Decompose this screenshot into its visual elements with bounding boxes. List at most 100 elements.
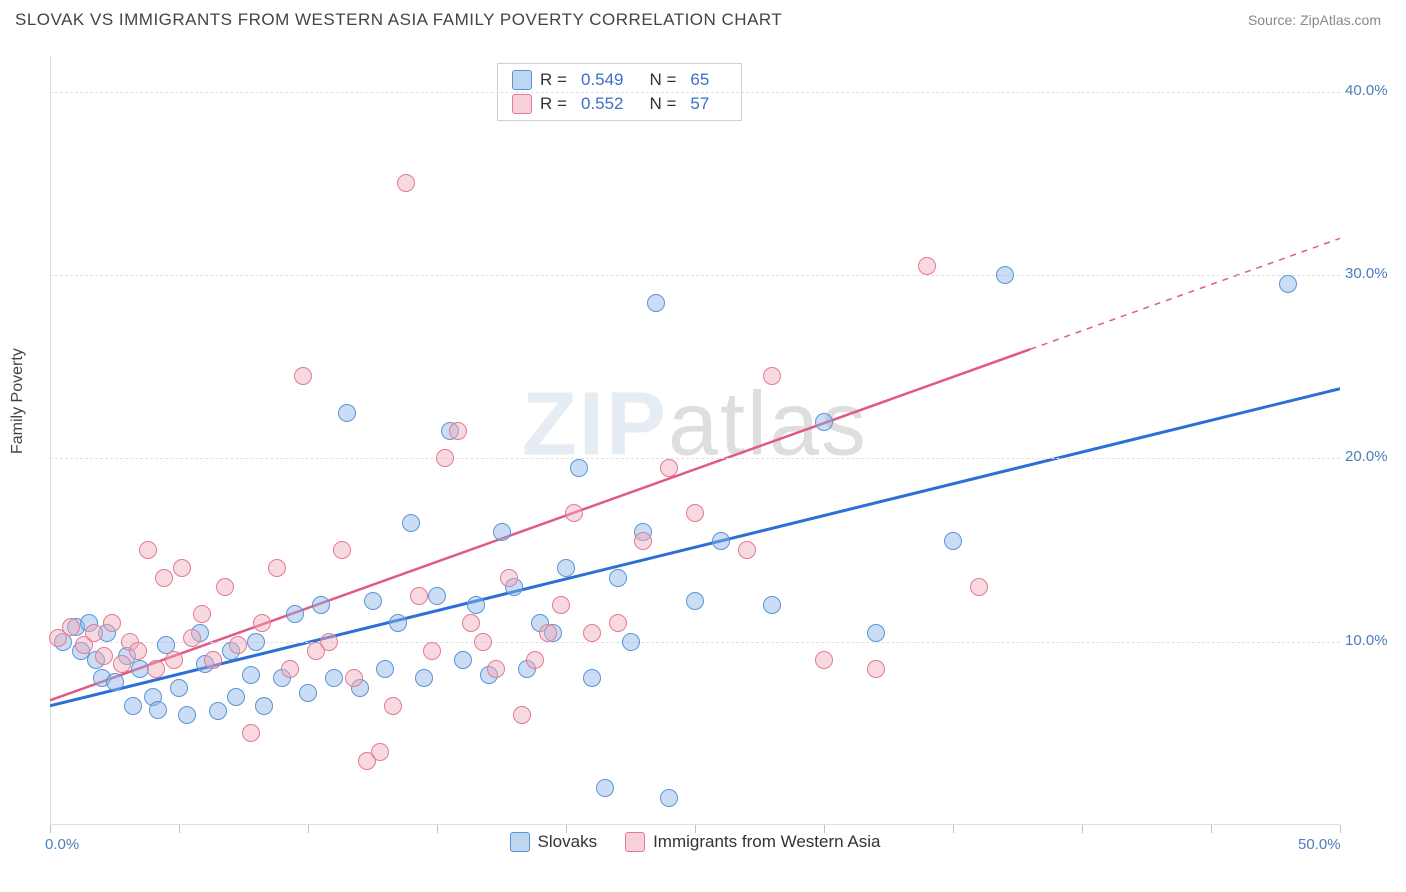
scatter-point	[500, 569, 518, 587]
scatter-point	[712, 532, 730, 550]
scatter-point	[1279, 275, 1297, 293]
scatter-point	[170, 679, 188, 697]
scatter-point	[570, 459, 588, 477]
legend-swatch	[510, 832, 530, 852]
x-tick	[1340, 825, 1341, 833]
legend-swatch	[512, 94, 532, 114]
scatter-point	[493, 523, 511, 541]
y-tick-label: 20.0%	[1345, 448, 1400, 465]
scatter-point	[227, 688, 245, 706]
scatter-point	[474, 633, 492, 651]
scatter-point	[410, 587, 428, 605]
legend-swatch	[625, 832, 645, 852]
scatter-point	[565, 504, 583, 522]
x-tick	[1082, 825, 1083, 833]
scatter-point	[129, 642, 147, 660]
scatter-point	[178, 706, 196, 724]
scatter-point	[113, 655, 131, 673]
scatter-point	[397, 174, 415, 192]
chart-title: SLOVAK VS IMMIGRANTS FROM WESTERN ASIA F…	[15, 10, 782, 30]
scatter-point	[183, 629, 201, 647]
scatter-point	[596, 779, 614, 797]
scatter-point	[253, 614, 271, 632]
scatter-point	[325, 669, 343, 687]
scatter-point	[583, 624, 601, 642]
scatter-point	[686, 592, 704, 610]
y-axis-label: Family Poverty	[9, 348, 27, 454]
scatter-point	[467, 596, 485, 614]
scatter-point	[247, 633, 265, 651]
scatter-point	[996, 266, 1014, 284]
scatter-point	[557, 559, 575, 577]
x-tick	[695, 825, 696, 833]
scatter-point	[173, 559, 191, 577]
scatter-point	[242, 724, 260, 742]
scatter-point	[686, 504, 704, 522]
scatter-point	[389, 614, 407, 632]
scatter-point	[918, 257, 936, 275]
scatter-point	[513, 706, 531, 724]
plot-area: ZIPatlas R = 0.549 N = 65 R = 0.552 N = …	[50, 55, 1340, 825]
scatter-point	[294, 367, 312, 385]
scatter-point	[423, 642, 441, 660]
scatter-point	[345, 669, 363, 687]
gridline-h	[50, 275, 1340, 276]
scatter-point	[415, 669, 433, 687]
scatter-point	[124, 697, 142, 715]
legend-stat-row: R = 0.549 N = 65	[512, 68, 727, 92]
scatter-point	[660, 459, 678, 477]
scatter-point	[338, 404, 356, 422]
scatter-point	[487, 660, 505, 678]
legend-series: SlovaksImmigrants from Western Asia	[50, 832, 1340, 857]
scatter-point	[462, 614, 480, 632]
scatter-point	[209, 702, 227, 720]
scatter-point	[371, 743, 389, 761]
scatter-point	[364, 592, 382, 610]
scatter-point	[402, 514, 420, 532]
scatter-point	[867, 624, 885, 642]
scatter-point	[867, 660, 885, 678]
scatter-point	[155, 569, 173, 587]
chart-container: Family Poverty ZIPatlas R = 0.549 N = 65…	[0, 45, 1406, 892]
scatter-point	[242, 666, 260, 684]
x-tick	[953, 825, 954, 833]
scatter-point	[204, 651, 222, 669]
y-tick-label: 40.0%	[1345, 82, 1400, 99]
x-tick	[50, 825, 51, 833]
scatter-point	[944, 532, 962, 550]
scatter-point	[970, 578, 988, 596]
trend-lines-layer	[50, 55, 1340, 825]
scatter-point	[428, 587, 446, 605]
scatter-point	[147, 660, 165, 678]
y-axis-line	[50, 55, 51, 825]
scatter-point	[255, 697, 273, 715]
y-tick-label: 10.0%	[1345, 632, 1400, 649]
scatter-point	[449, 422, 467, 440]
scatter-point	[106, 673, 124, 691]
scatter-point	[583, 669, 601, 687]
gridline-h	[50, 458, 1340, 459]
scatter-point	[139, 541, 157, 559]
chart-header: SLOVAK VS IMMIGRANTS FROM WESTERN ASIA F…	[0, 0, 1406, 40]
scatter-point	[333, 541, 351, 559]
scatter-point	[660, 789, 678, 807]
legend-swatch	[512, 70, 532, 90]
x-tick	[566, 825, 567, 833]
legend-stat-row: R = 0.552 N = 57	[512, 92, 727, 116]
scatter-point	[526, 651, 544, 669]
scatter-point	[268, 559, 286, 577]
x-tick	[437, 825, 438, 833]
x-tick	[179, 825, 180, 833]
scatter-point	[815, 413, 833, 431]
gridline-h	[50, 92, 1340, 93]
x-tick	[1211, 825, 1212, 833]
y-tick-label: 30.0%	[1345, 265, 1400, 282]
trend-line-dashed	[1030, 238, 1340, 349]
x-tick	[824, 825, 825, 833]
scatter-point	[815, 651, 833, 669]
scatter-point	[634, 532, 652, 550]
scatter-point	[286, 605, 304, 623]
legend-series-item: Slovaks	[510, 832, 598, 852]
scatter-point	[763, 367, 781, 385]
scatter-point	[539, 624, 557, 642]
